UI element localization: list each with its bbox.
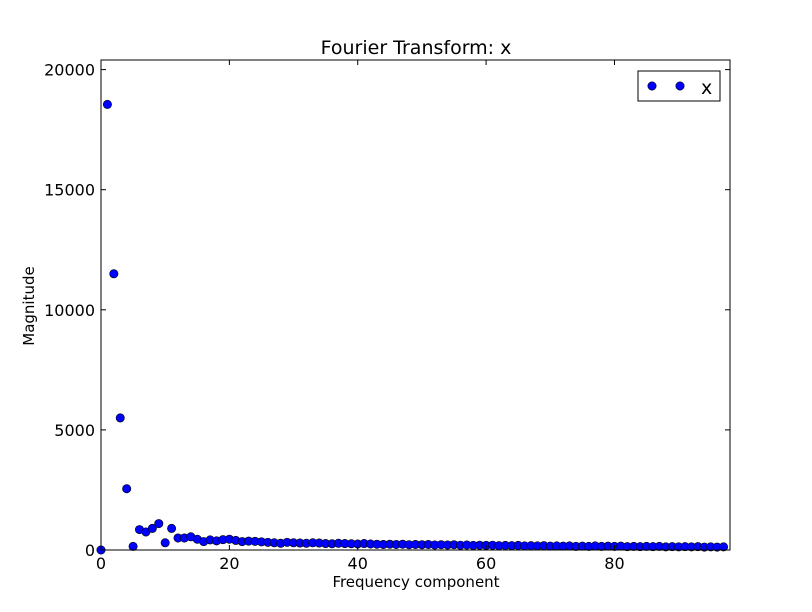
- y-axis-label: Magnitude: [20, 266, 38, 345]
- chart-title: Fourier Transform: x: [321, 37, 512, 59]
- data-point: [160, 538, 170, 548]
- data-point: [167, 523, 177, 533]
- data-point: [147, 523, 157, 533]
- data-point: [102, 99, 112, 109]
- data-point: [122, 484, 132, 494]
- data-point: [154, 519, 164, 529]
- legend: x: [637, 70, 721, 102]
- data-point: [128, 541, 138, 551]
- plot-area: [96, 99, 729, 555]
- x-axis-label: Frequency component: [332, 573, 499, 591]
- x-tick-label: 80: [604, 554, 624, 573]
- plot-frame: [100, 59, 731, 551]
- legend-label: x: [701, 77, 712, 99]
- axis-ticks: 0 20 40 60 80 0 5000 10000 15000 20000: [44, 60, 730, 573]
- y-tick-label: 5000: [54, 421, 95, 440]
- data-point: [719, 542, 729, 552]
- x-tick-label: 20: [219, 554, 239, 573]
- legend-marker: [647, 81, 657, 91]
- data-point: [109, 269, 119, 279]
- y-tick-label: 0: [85, 541, 95, 560]
- legend-marker: [675, 81, 685, 91]
- y-tick-label: 15000: [44, 181, 95, 200]
- y-tick-label: 10000: [44, 301, 95, 320]
- x-tick-label: 0: [96, 554, 106, 573]
- x-tick-label: 60: [476, 554, 496, 573]
- y-tick-label: 20000: [44, 61, 95, 80]
- data-point: [115, 413, 125, 423]
- x-tick-label: 40: [348, 554, 368, 573]
